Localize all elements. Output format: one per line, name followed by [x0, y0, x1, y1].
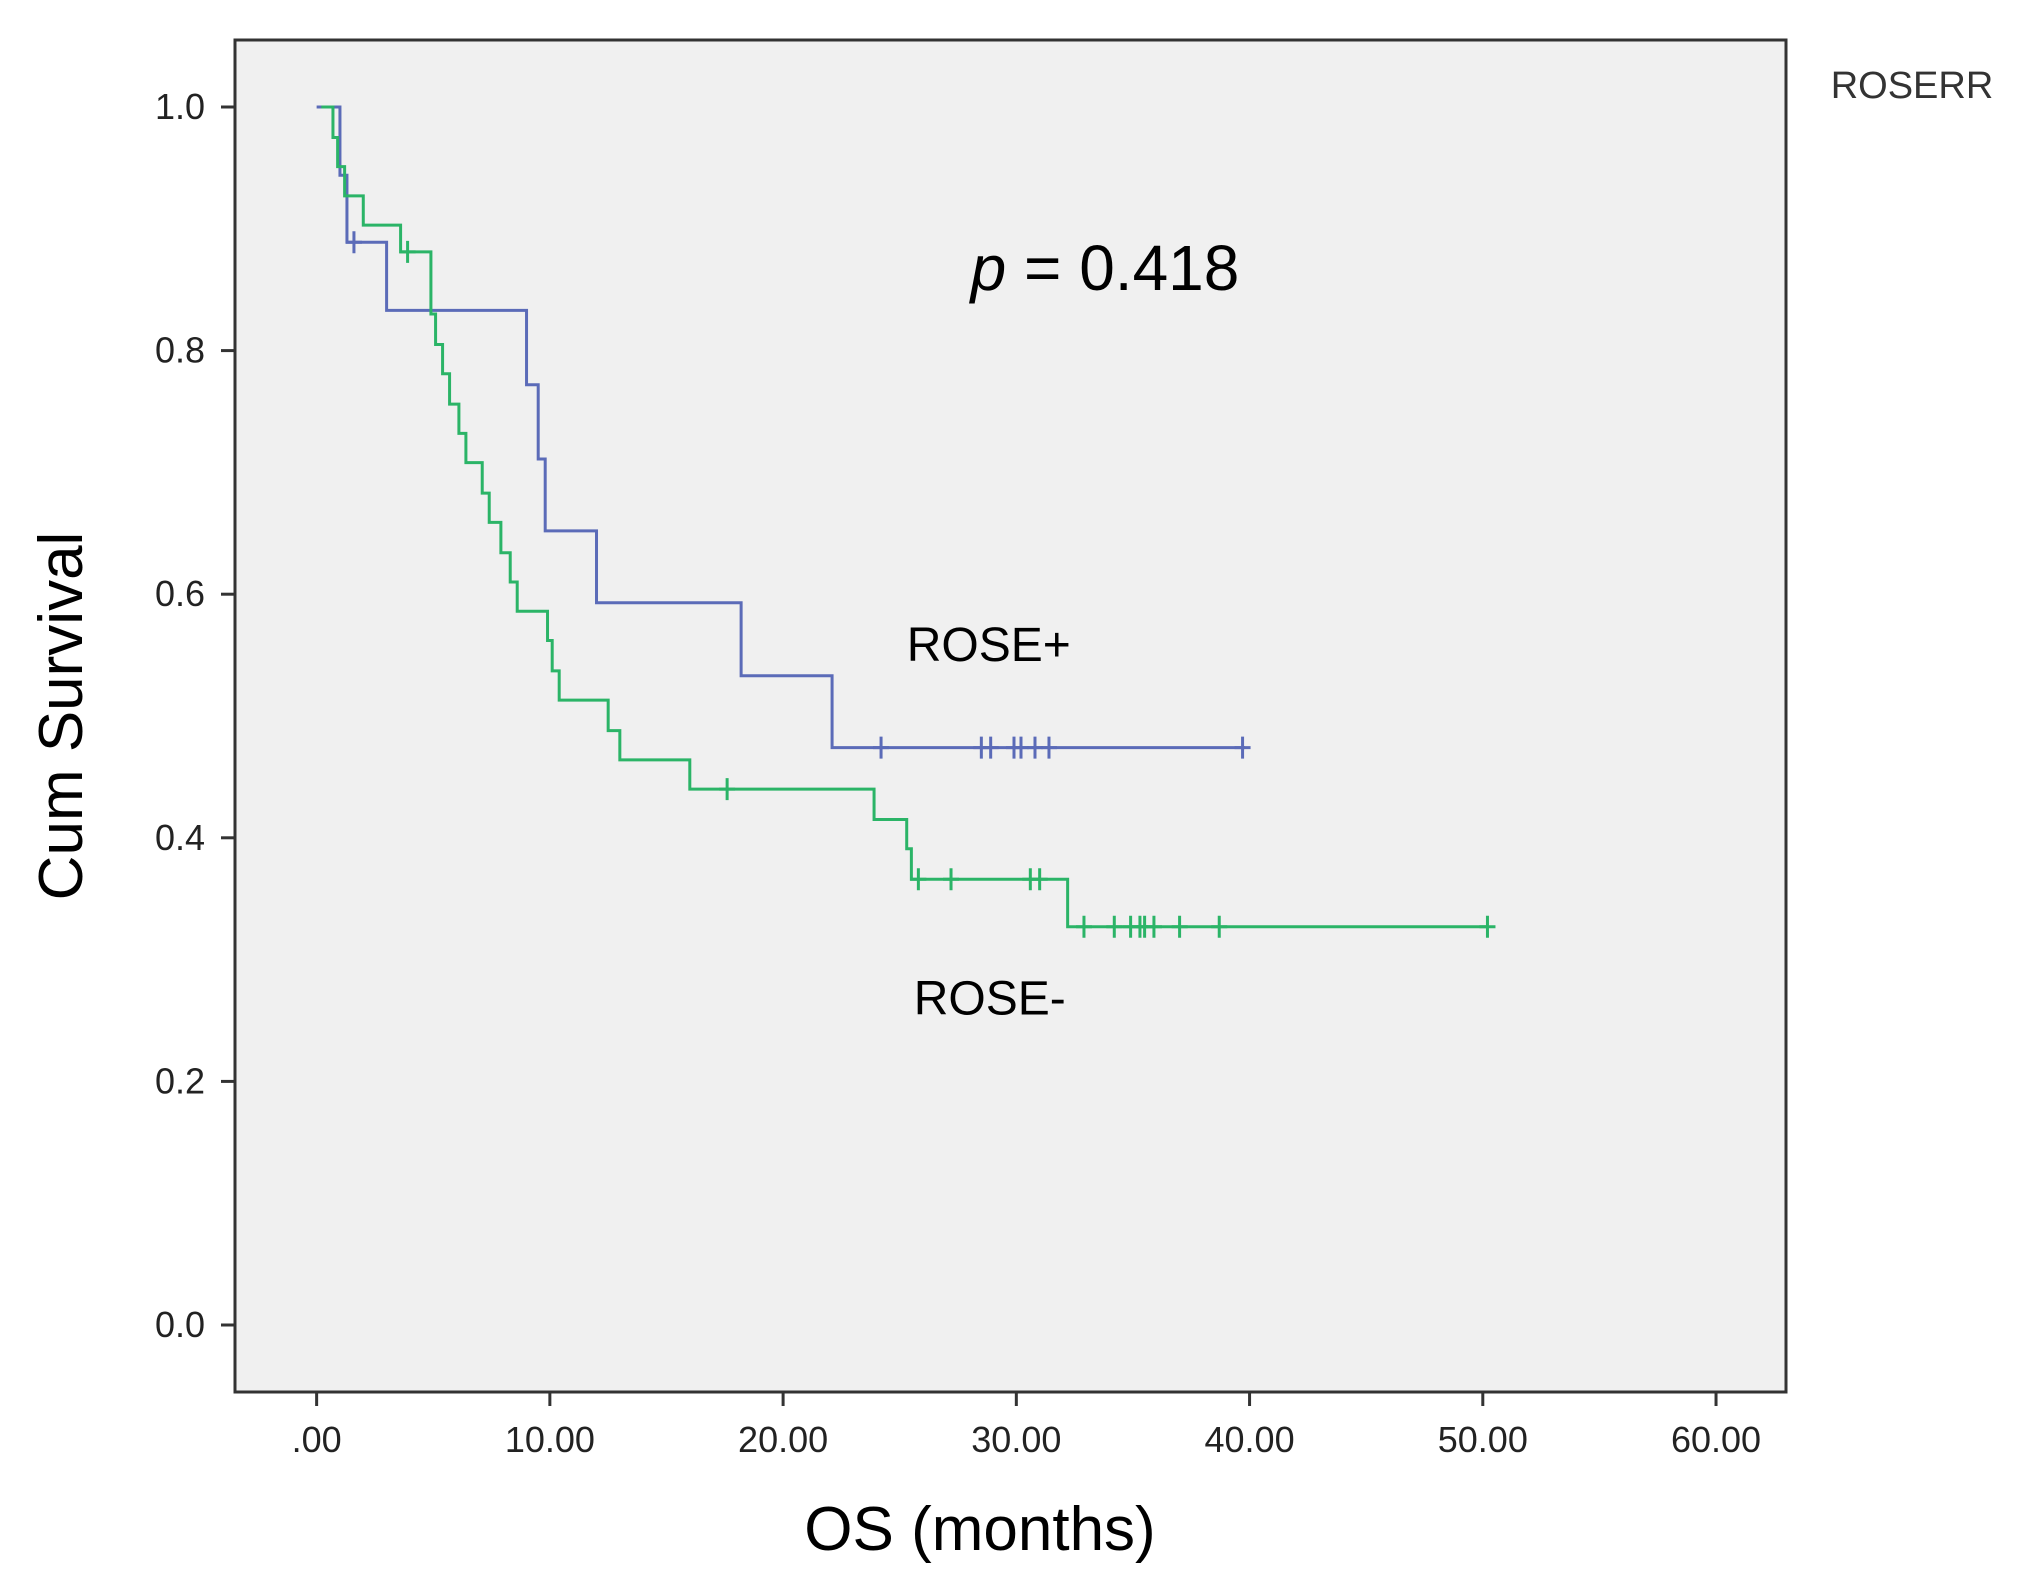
- censor-mark: [982, 736, 999, 759]
- censor-mark: [1211, 915, 1228, 938]
- y-tick-label: 0.0: [155, 1304, 205, 1345]
- censor-mark: [1479, 915, 1496, 938]
- p-value-text: = 0.418: [1006, 232, 1239, 304]
- y-tick-label: 1.0: [155, 86, 205, 127]
- annotation-layer: ROSE+ ROSE-: [907, 619, 1071, 1025]
- y-tick-label: 0.8: [155, 330, 205, 371]
- x-tick-label: 50.00: [1438, 1419, 1528, 1460]
- censor-mark: [1026, 736, 1043, 759]
- x-tick-label: 40.00: [1205, 1419, 1295, 1460]
- censor-mark: [719, 778, 736, 801]
- x-axis: .00 10.00 20.00 30.00 40.00 50.00 60.00: [292, 1392, 1761, 1460]
- y-axis: 0.0 0.2 0.4 0.6 0.8 1.0: [155, 86, 235, 1345]
- series-layer: [316, 105, 1496, 938]
- censor-mark: [345, 231, 362, 254]
- censor-mark: [1040, 736, 1057, 759]
- x-tick-label: 30.00: [971, 1419, 1061, 1460]
- censor-mark: [910, 868, 927, 891]
- censor-mark: [1106, 915, 1123, 938]
- y-tick-label: 0.6: [155, 573, 205, 614]
- x-tick-label: .00: [292, 1419, 342, 1460]
- censor-mark: [943, 868, 960, 891]
- censor-mark: [1075, 915, 1092, 938]
- censor-mark: [1234, 736, 1251, 759]
- series-rose-negative: [321, 105, 1496, 938]
- y-tick-label: 0.4: [155, 817, 205, 858]
- censor-mark: [399, 240, 416, 263]
- censor-mark: [1171, 915, 1188, 938]
- censor-mark: [1031, 868, 1048, 891]
- survival-curve: [316, 105, 1245, 750]
- annotation-rose-plus: ROSE+: [907, 619, 1071, 672]
- y-axis-title: Cum Survival: [27, 532, 96, 901]
- censor-mark: [1145, 915, 1162, 938]
- x-axis-title: OS (months): [804, 1495, 1155, 1564]
- plot-area: [233, 38, 1788, 1394]
- x-tick-label: 60.00: [1671, 1419, 1761, 1460]
- censor-mark: [1013, 736, 1029, 759]
- annotation-rose-minus: ROSE-: [914, 972, 1066, 1025]
- x-tick-label: 20.00: [738, 1419, 828, 1460]
- series-rose-positive: [316, 105, 1251, 759]
- x-tick-label: 10.00: [505, 1419, 595, 1460]
- legend-title: ROSERR: [1831, 65, 1994, 107]
- p-value-label: p = 0.418: [969, 232, 1240, 304]
- p-value-italic: p: [969, 232, 1007, 304]
- censor-mark: [873, 736, 890, 759]
- y-tick-label: 0.2: [155, 1060, 205, 1101]
